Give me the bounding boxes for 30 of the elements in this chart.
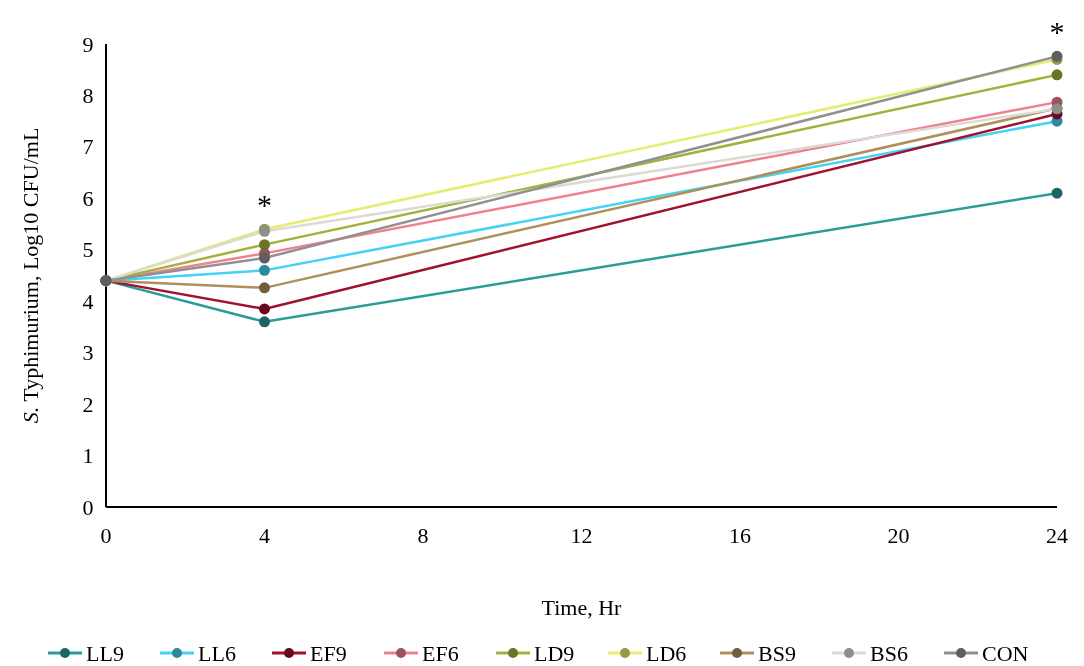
y-tick-label: 8 xyxy=(82,82,94,108)
y-tick-label: 0 xyxy=(82,494,94,520)
y-tick-label: 2 xyxy=(82,391,94,417)
legend-label: BS6 xyxy=(870,640,908,666)
x-tick-label: 24 xyxy=(1046,523,1068,548)
x-tick-label: 16 xyxy=(729,523,751,548)
legend-label: BS9 xyxy=(758,640,796,666)
legend-label: LD6 xyxy=(646,640,687,666)
legend-label: CON xyxy=(982,640,1029,666)
x-tick-label: 12 xyxy=(570,523,593,548)
x-tick-label: 8 xyxy=(417,523,429,548)
x-axis-title: Time, Hr xyxy=(541,595,623,620)
y-tick-label: 7 xyxy=(82,134,94,160)
x-tick-label: 4 xyxy=(259,523,270,548)
y-tick-label: 4 xyxy=(82,288,94,314)
y-tick-label: 3 xyxy=(82,340,94,366)
y-tick-label: 6 xyxy=(82,185,94,211)
legend-label: LD9 xyxy=(534,640,575,666)
y-tick-label: 5 xyxy=(82,237,94,263)
annotation: * xyxy=(1049,15,1065,49)
legend-label: EF9 xyxy=(310,640,347,666)
y-axis-title: S. Typhimurium, Log10 CFU/mL xyxy=(18,127,43,424)
annotation: * xyxy=(257,188,272,222)
legend-label: LL9 xyxy=(86,640,124,666)
legend-label: EF6 xyxy=(422,640,459,666)
x-tick-label: 20 xyxy=(887,523,910,548)
legend-label: LL6 xyxy=(198,640,236,666)
y-tick-label: 9 xyxy=(82,31,94,57)
y-tick-label: 1 xyxy=(82,443,94,469)
x-tick-label: 0 xyxy=(100,523,112,548)
